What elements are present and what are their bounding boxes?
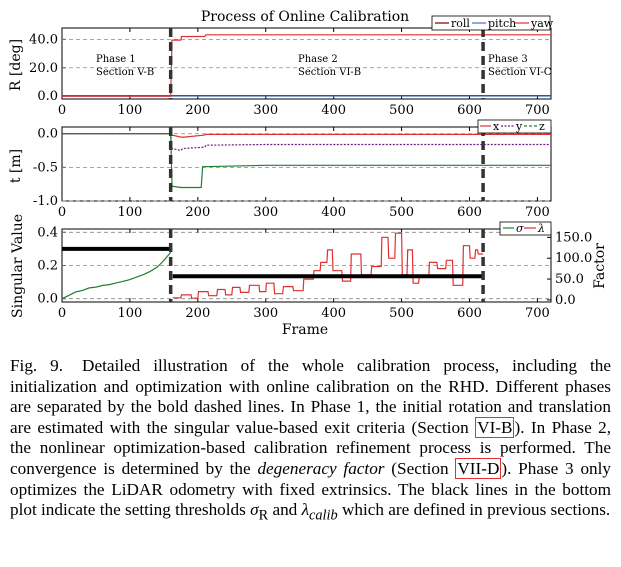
lambda-subscript: calib xyxy=(309,507,338,524)
right-y-tick-label: 50.0 xyxy=(555,272,584,287)
x-tick-label: 700 xyxy=(525,103,550,118)
right-y-tick-label: 150.0 xyxy=(555,230,592,245)
rotation-panel: R [deg] 0 100 200 300 400 500 600 700 0.0 20.0 40.… xyxy=(8,15,554,118)
x-tick-label: 100 xyxy=(118,306,143,321)
right-y-tick-label: 100.0 xyxy=(555,251,592,266)
legend: x y z xyxy=(477,119,552,134)
x-axis-label: Frame xyxy=(282,322,328,338)
phase-1-section: Section V-B xyxy=(96,67,154,78)
phase-2-title: Phase 2 xyxy=(298,54,338,65)
y-tick-label: 0.0 xyxy=(37,292,58,307)
series-line-yaw xyxy=(62,34,551,97)
x-tick-label: 200 xyxy=(185,103,210,118)
x-tick-label: 600 xyxy=(457,306,482,321)
caption-text-6: which are defined in previous sections. xyxy=(337,500,611,520)
lambda-symbol: λ xyxy=(301,500,310,520)
series-line-y xyxy=(62,133,551,152)
phase-1-title: Phase 1 xyxy=(96,54,136,65)
x-tick-label: 500 xyxy=(389,306,414,321)
phase-2-section: Section VI-B xyxy=(298,67,361,78)
y-axis-label: t [m] xyxy=(8,149,24,183)
x-tick-label: 100 xyxy=(118,103,143,118)
x-tick-label: 500 xyxy=(389,103,414,118)
x-tick-label: 0 xyxy=(58,205,66,220)
legend-pitch: pitch xyxy=(488,17,516,30)
translation-panel: t [m] 0 100 200 300 400 500 600 7000.0-0.5-1.0 … xyxy=(8,119,552,220)
singular-value-panel: Singular Value Factor Frame 0 100 200 300 40… xyxy=(10,214,608,338)
x-tick-label: 0 xyxy=(58,306,66,321)
figure-caption: Fig. 9. Detailed illustration of the who… xyxy=(10,356,611,526)
panel-frame xyxy=(61,27,552,100)
x-tick-label: 600 xyxy=(457,205,482,220)
caption-text-2: ). In Phase 2, the nonlinear optimizatio… xyxy=(10,417,612,478)
calibration-figure: Process of Online Calibration R [deg] 0 1… xyxy=(8,9,608,338)
series-line-λ xyxy=(172,232,484,299)
x-tick-label: 200 xyxy=(185,205,210,220)
y-tick-label: 0.0 xyxy=(37,89,58,104)
x-tick-label: 400 xyxy=(321,205,346,220)
legend-sigma: σ xyxy=(516,222,524,235)
x-tick-label: 300 xyxy=(253,103,278,118)
caption-text-3: (Section xyxy=(384,458,456,478)
legend: roll pitch yaw xyxy=(431,15,554,31)
section-ref-link[interactable]: VII-D xyxy=(455,457,502,479)
phase-3-section: Section VI-C xyxy=(488,67,552,78)
chart-title: Process of Online Calibration xyxy=(201,9,409,25)
caption-text-1: Detailed illustration of the whole calib… xyxy=(10,356,611,437)
x-tick-label: 100 xyxy=(118,205,143,220)
y-tick-label: -0.5 xyxy=(33,160,58,175)
sigma-subscript: R xyxy=(258,507,269,524)
x-tick-label: 700 xyxy=(525,306,550,321)
right-y-tick-label: 0.0 xyxy=(555,293,576,308)
phase-3-title: Phase 3 xyxy=(488,54,528,65)
legend-y: y xyxy=(515,120,523,133)
caption-emphasis: degeneracy factor xyxy=(257,458,385,478)
x-tick-label: 300 xyxy=(253,306,278,321)
y-tick-label: 20.0 xyxy=(29,61,58,76)
caption-text-5: and xyxy=(268,500,302,520)
y-tick-label: 0.4 xyxy=(37,225,58,240)
y-tick-label: 40.0 xyxy=(29,32,58,47)
legend-x: x xyxy=(493,120,500,133)
legend-z: z xyxy=(539,120,545,133)
section-ref-link[interactable]: VI-B xyxy=(475,416,515,438)
y-axis-label: Singular Value xyxy=(10,214,26,318)
y-tick-label: 0.2 xyxy=(37,259,58,274)
series-line-σ xyxy=(61,251,172,300)
x-tick-label: 300 xyxy=(253,205,278,220)
series-line-z xyxy=(62,133,551,189)
x-tick-label: 400 xyxy=(321,103,346,118)
legend: σ λ xyxy=(499,221,552,236)
legend-roll: roll xyxy=(451,17,470,30)
caption-text-4: ). Phase 3 only optimizes the LiDAR odom… xyxy=(10,458,611,520)
x-tick-label: 400 xyxy=(321,306,346,321)
right-axis-label: Factor xyxy=(592,243,608,289)
y-axis-label: R [deg] xyxy=(8,39,24,91)
x-tick-label: 500 xyxy=(389,205,414,220)
sigma-symbol: σ xyxy=(250,500,259,520)
x-tick-label: 700 xyxy=(525,205,550,220)
legend-lambda: λ xyxy=(537,222,545,235)
figure-label: Fig. 9. xyxy=(10,356,64,375)
y-tick-label: 0.0 xyxy=(37,127,58,142)
panel-frame xyxy=(61,126,552,202)
x-tick-label: 600 xyxy=(457,103,482,118)
legend-yaw: yaw xyxy=(530,17,554,30)
x-tick-label: 0 xyxy=(58,103,66,118)
x-tick-label: 200 xyxy=(185,306,210,321)
y-tick-label: -1.0 xyxy=(33,194,58,209)
